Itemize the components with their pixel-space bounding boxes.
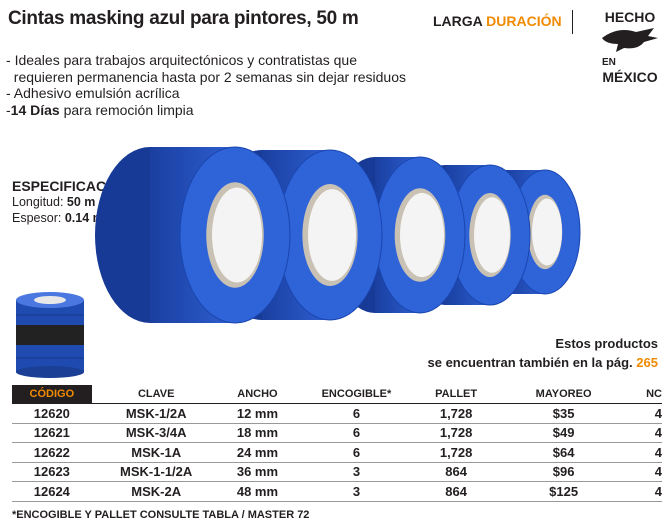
product-image [16, 146, 581, 378]
table-row: 12623 MSK-1-1/2A 36 mm 3 864 $96 4 [12, 462, 662, 482]
table-cell: MSK-1-1/2A [91, 462, 221, 482]
table-cell: 12623 [12, 462, 92, 482]
badge-word: DURACIÓN [486, 13, 562, 29]
footnote: *ENCOGIBLE Y PALLET CONSULTE TABLA / MAS… [12, 509, 310, 521]
bullet: - Adhesivo emulsión acrílica [6, 85, 180, 101]
eagle-icon [602, 28, 658, 52]
table-cell: $125 [493, 481, 634, 502]
title: Cintas masking azul para pintores, 50 m [8, 8, 359, 29]
table-row: 12624 MSK-2A 48 mm 3 864 $125 4 [12, 481, 662, 502]
column-header: ANCHO [220, 385, 295, 404]
spec-label: Longitud: [12, 195, 64, 209]
bullet-text: Adhesivo emulsión acrílica [13, 85, 180, 101]
table-header: CÓDIGO CLAVE ANCHO ENCOGIBLE* PALLET MAYOREO N… [12, 385, 662, 404]
table-cell: 4 [633, 403, 662, 424]
note: Estos productos se encuentran también en… [428, 334, 659, 372]
table-cell: MSK-1A [91, 442, 221, 463]
table-cell: $96 [493, 462, 634, 482]
column-header: MAYOREO [493, 385, 634, 404]
bullet: requieren permanencia hasta por 2 semana… [6, 69, 406, 86]
table-cell: 864 [418, 481, 494, 502]
logo-text: MÉXICO [602, 69, 658, 85]
table-row: 12621 MSK-3/4A 18 mm 6 1,728 $49 4 [12, 423, 662, 443]
table-cell: 12621 [12, 423, 92, 443]
column-header: NC [633, 385, 662, 404]
table-cell: 4 [633, 423, 662, 443]
logo-text: EN [602, 57, 616, 68]
table-cell: 12620 [12, 403, 92, 424]
note-text: Estos productos [555, 336, 658, 351]
column-header: PALLET [418, 385, 494, 404]
table-cell: $64 [493, 442, 634, 463]
bullet-text: para remoción limpia [63, 101, 194, 118]
product-table: CÓDIGO CLAVE ANCHO ENCOGIBLE* PALLET MAYOREO N… [12, 385, 662, 502]
table-cell: MSK-2A [91, 481, 221, 502]
divider [572, 10, 573, 34]
bullet: -14 Días para remoción limpia [6, 101, 194, 118]
table-cell: 48 mm [220, 481, 295, 502]
table-row: 12620 MSK-1/2A 12 mm 6 1,728 $35 4 [12, 403, 662, 424]
table-cell: 6 [294, 423, 419, 443]
table-cell: 6 [294, 442, 419, 463]
table-cell: 24 mm [220, 442, 295, 463]
note-text: se encuentran también en la pág. [427, 355, 633, 370]
logo-text: HECHO [604, 9, 656, 25]
spec-label: Espesor: [12, 211, 62, 225]
table-cell: MSK-1/2A [91, 403, 221, 424]
table-cell: 36 mm [220, 462, 295, 482]
table-cell: 12 mm [220, 403, 295, 424]
table-cell: MSK-3/4A [91, 423, 221, 443]
table-cell: 4 [633, 481, 662, 502]
table-cell: 3 [294, 481, 419, 502]
table-cell: 12624 [12, 481, 92, 502]
page-ref: 265 [636, 355, 658, 370]
tape-roll [210, 149, 383, 321]
bullet-list: - Ideales para trabajos arquitectónicos … [6, 52, 406, 118]
table-cell: 6 [294, 403, 419, 424]
logo: HECHO EN MÉXICO [598, 10, 662, 84]
column-header: CLAVE [91, 385, 221, 404]
bullet-bold: 14 Días [10, 101, 60, 118]
table-cell: 1,728 [418, 423, 494, 443]
small-tape-stack [16, 292, 84, 378]
bullet-text: requieren permanencia hasta por 2 semana… [13, 68, 407, 85]
table-cell: 1,728 [418, 442, 494, 463]
table-cell: 4 [633, 462, 662, 482]
table-cell: 3 [294, 462, 419, 482]
column-header: CÓDIGO [12, 385, 92, 404]
column-header: ENCOGIBLE* [294, 385, 419, 404]
bullet-text: Ideales para trabajos arquitectónicos y … [14, 52, 357, 68]
table-cell: $49 [493, 423, 634, 443]
table-cell: $35 [493, 403, 634, 424]
tape-roll [95, 146, 291, 324]
table-cell: 864 [418, 462, 494, 482]
table-cell: 4 [633, 442, 662, 463]
badge-word: LARGA [433, 13, 483, 29]
badge: LARGA DURACIÓN [433, 13, 562, 29]
table-cell: 18 mm [220, 423, 295, 443]
table-row: 12622 MSK-1A 24 mm 6 1,728 $64 4 [12, 442, 662, 463]
spec-value: 50 m [66, 195, 96, 209]
table-cell: 12622 [12, 442, 92, 463]
bullet: - Ideales para trabajos arquitectónicos … [6, 52, 357, 68]
table-cell: 1,728 [418, 403, 494, 424]
